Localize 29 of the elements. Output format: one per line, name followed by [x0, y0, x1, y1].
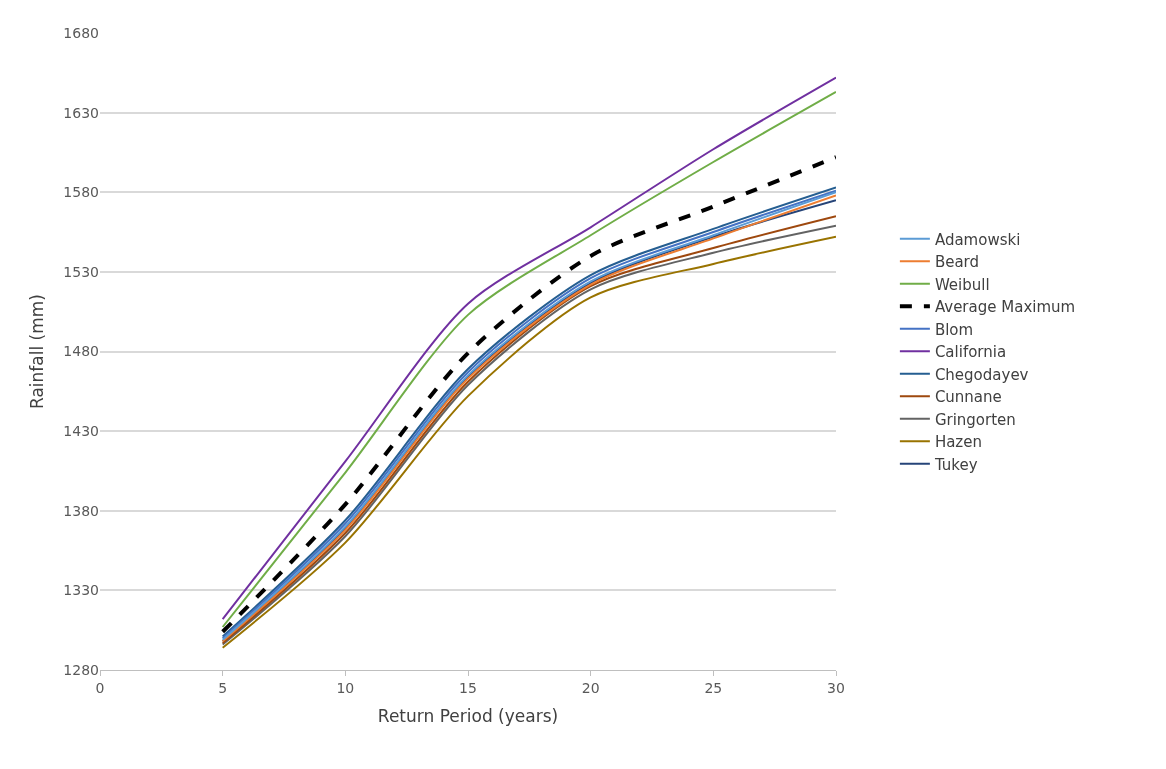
- legend-label: Adamowski: [934, 230, 1021, 249]
- x-axis-title: Return Period (years): [377, 706, 559, 727]
- y-tick-label: 1330: [63, 582, 99, 599]
- y-tick-label: 1680: [63, 24, 99, 41]
- x-tick-label: 10: [336, 679, 355, 696]
- legend-label: Cunnane: [934, 388, 1002, 407]
- legend-label: Tukey: [933, 455, 978, 474]
- y-tick-label: 1280: [63, 661, 99, 678]
- legend-label: Blom: [934, 320, 974, 339]
- y-tick-label: 1580: [63, 184, 99, 201]
- legend-label: Beard: [934, 253, 980, 272]
- x-tick-label: 0: [95, 679, 105, 696]
- y-tick-label: 1480: [63, 343, 99, 360]
- y-tick-label: 1530: [63, 263, 99, 280]
- x-tick-label: 15: [459, 679, 477, 696]
- x-tick-label: 25: [704, 679, 723, 696]
- legend-label: Hazen: [934, 433, 982, 452]
- x-tick-label: 20: [581, 679, 600, 696]
- legend-label: Average Maximum: [934, 298, 1076, 317]
- x-tick-label: 30: [827, 679, 845, 696]
- legend-label: Chegodayev: [934, 365, 1029, 384]
- y-tick-label: 1430: [63, 423, 99, 440]
- y-tick-label: 1380: [63, 502, 99, 519]
- legend-label: Gringorten: [934, 410, 1016, 429]
- y-tick-label: 1630: [63, 104, 99, 121]
- legend-label: Weibull: [934, 275, 990, 294]
- legend-label: California: [934, 343, 1007, 362]
- x-tick-label: 5: [218, 679, 228, 696]
- y-axis-title: Rainfall (mm): [26, 294, 47, 409]
